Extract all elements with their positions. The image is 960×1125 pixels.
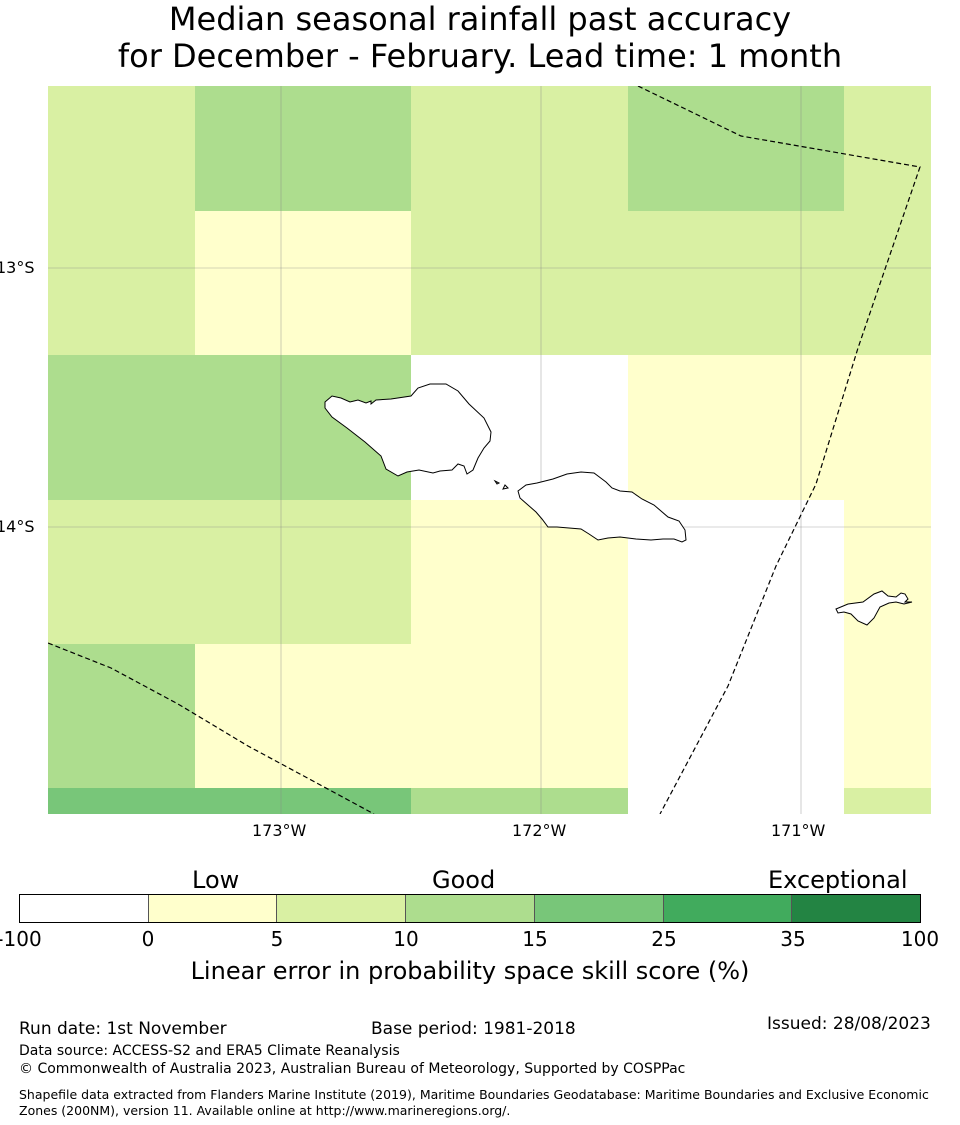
tutuila-island: [835, 590, 913, 626]
grid-cell: [195, 211, 411, 355]
colorbar-category-low: Low: [192, 866, 240, 894]
grid-cell: [411, 86, 628, 211]
grid-cell: [48, 86, 195, 211]
grid-cell: [48, 211, 195, 355]
lon-label-173w: 173°W: [252, 821, 307, 840]
colorbar-tick: 5: [270, 927, 284, 951]
grid-cell: [48, 644, 195, 788]
lon-label-171w: 171°W: [771, 821, 826, 840]
grid-cell: [628, 86, 844, 211]
grid-cell: [195, 644, 628, 788]
colorbar-tick: 15: [522, 927, 548, 951]
grid-cell: [48, 500, 411, 644]
shapefile-credit: Shapefile data extracted from Flanders M…: [19, 1087, 929, 1118]
colorbar-tick: -100: [0, 927, 42, 951]
grid-cell: [844, 86, 931, 211]
colorbar-tick: 10: [393, 927, 419, 951]
colorbar-tick: 100: [900, 927, 940, 951]
run-date: Run date: 1st November: [19, 1019, 227, 1039]
grid-cell: [844, 788, 931, 814]
grid-cell: [411, 788, 628, 814]
colorbar-segment: [148, 895, 278, 922]
colorbar-tick: 35: [780, 927, 806, 951]
colorbar-segment: [663, 895, 793, 922]
maritime-boundaries: [48, 86, 921, 814]
copyright: © Commonwealth of Australia 2023, Austra…: [19, 1061, 686, 1077]
skill-map: [48, 86, 931, 814]
chart-title-line-2: for December - February. Lead time: 1 mo…: [117, 37, 843, 75]
upolu-island: [517, 471, 687, 543]
island-outlines: [324, 383, 913, 626]
eez-boundary-east: [637, 86, 921, 814]
base-period: Base period: 1981-2018: [371, 1019, 576, 1039]
colorbar-segment: [277, 895, 407, 922]
colorbar-segment: [792, 895, 921, 922]
colorbar-segment: [406, 895, 535, 922]
grid-cell: [411, 211, 931, 355]
map-svg: [48, 86, 931, 814]
grid-cell: [48, 788, 411, 814]
chart-title-line-1: Median seasonal rainfall past accuracy: [168, 0, 792, 38]
colorbar-segment: [20, 895, 149, 922]
savaii-island: [324, 383, 492, 477]
grid-cell: [628, 355, 931, 500]
lat-label-14s: 14°S: [0, 517, 35, 536]
colorbar-category-exceptional: Exceptional: [768, 866, 908, 894]
colorbar-category-good: Good: [432, 866, 496, 894]
grid-cell: [628, 644, 844, 788]
colorbar: [19, 894, 921, 923]
manono-islet: [502, 484, 510, 490]
colorbar-label: Linear error in probability space skill …: [190, 957, 750, 985]
grid-cell: [195, 86, 411, 211]
colorbar-tick: 25: [651, 927, 677, 951]
skill-grid-cells: [48, 86, 931, 814]
issued-date: Issued: 28/08/2023: [767, 1014, 931, 1034]
colorbar-segment: [534, 895, 664, 922]
grid-cell: [628, 788, 844, 814]
grid-cell: [844, 644, 931, 788]
data-source: Data source: ACCESS-S2 and ERA5 Climate …: [19, 1043, 400, 1059]
colorbar-tick: 0: [141, 927, 155, 951]
lon-label-172w: 172°W: [512, 821, 567, 840]
lat-label-13s: 13°S: [0, 258, 35, 277]
graticule: [48, 86, 931, 814]
eez-boundary-southwest: [48, 642, 375, 814]
apolima-islet: [493, 479, 501, 485]
grid-cell: [844, 500, 931, 644]
